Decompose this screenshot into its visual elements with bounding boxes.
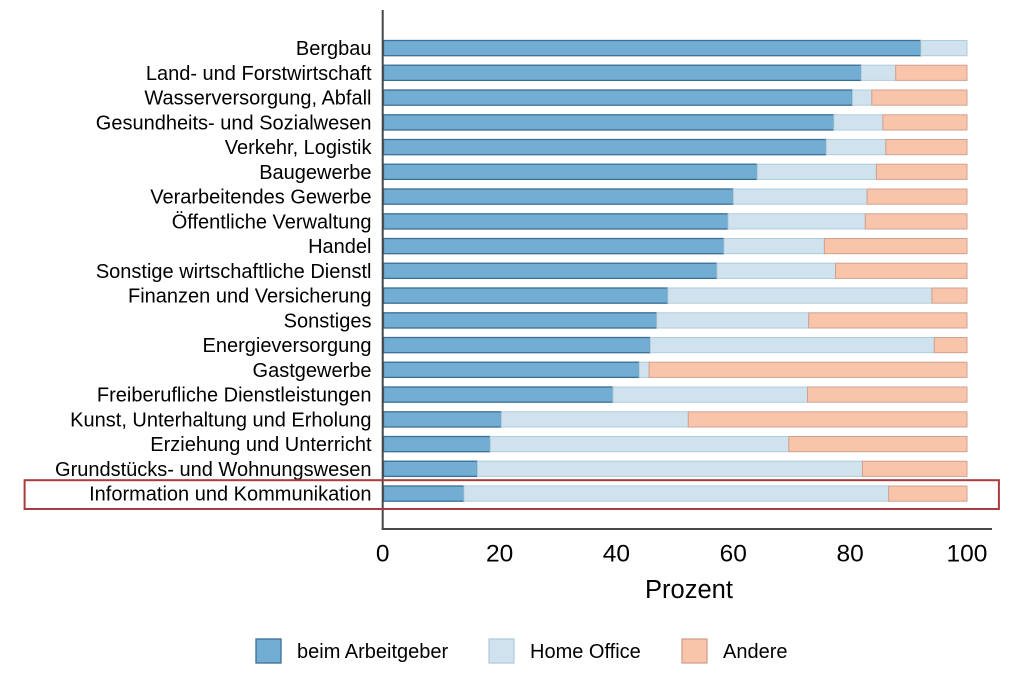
svg-text:Grundstücks- und Wohnungswesen: Grundstücks- und Wohnungswesen (55, 459, 371, 481)
svg-text:Erziehung und Unterricht: Erziehung und Unterricht (150, 434, 372, 456)
svg-text:100: 100 (947, 541, 988, 568)
svg-text:Energieversorgung: Energieversorgung (203, 335, 372, 357)
svg-text:60: 60 (720, 541, 747, 568)
svg-text:Sonstige wirtschaftliche Diens: Sonstige wirtschaftliche Dienstl (96, 261, 372, 283)
svg-text:80: 80 (836, 541, 863, 568)
svg-text:Sonstiges: Sonstiges (284, 310, 372, 332)
svg-text:Finanzen und Versicherung: Finanzen und Versicherung (128, 286, 372, 308)
svg-text:Prozent: Prozent (645, 576, 733, 604)
svg-text:Land- und Forstwirtschaft: Land- und Forstwirtschaft (146, 63, 372, 85)
svg-text:Baugewerbe: Baugewerbe (259, 162, 371, 184)
svg-text:Gastgewerbe: Gastgewerbe (253, 360, 372, 382)
svg-text:Freiberufliche Dienstleistunge: Freiberufliche Dienstleistungen (97, 385, 372, 407)
svg-text:20: 20 (486, 541, 513, 568)
svg-text:Verkehr, Logistik: Verkehr, Logistik (225, 137, 373, 159)
svg-text:Öffentliche Verwaltung: Öffentliche Verwaltung (172, 211, 372, 233)
svg-text:Verarbeitendes Gewerbe: Verarbeitendes Gewerbe (150, 187, 371, 209)
svg-text:Home Office: Home Office (530, 641, 641, 663)
svg-text:Andere: Andere (723, 641, 788, 663)
svg-text:Handel: Handel (308, 236, 371, 258)
svg-text:Kunst, Unterhaltung und Erholu: Kunst, Unterhaltung und Erholung (70, 409, 371, 431)
svg-text:beim Arbeitgeber: beim Arbeitgeber (297, 641, 449, 663)
svg-text:Bergbau: Bergbau (296, 38, 372, 60)
svg-text:Gesundheits- und Sozialwesen: Gesundheits- und Sozialwesen (96, 112, 372, 134)
svg-text:0: 0 (376, 541, 390, 568)
svg-text:Wasserversorgung, Abfall: Wasserversorgung, Abfall (144, 88, 371, 110)
svg-text:Information und Kommunikation: Information und Kommunikation (89, 484, 371, 506)
svg-text:40: 40 (603, 541, 630, 568)
